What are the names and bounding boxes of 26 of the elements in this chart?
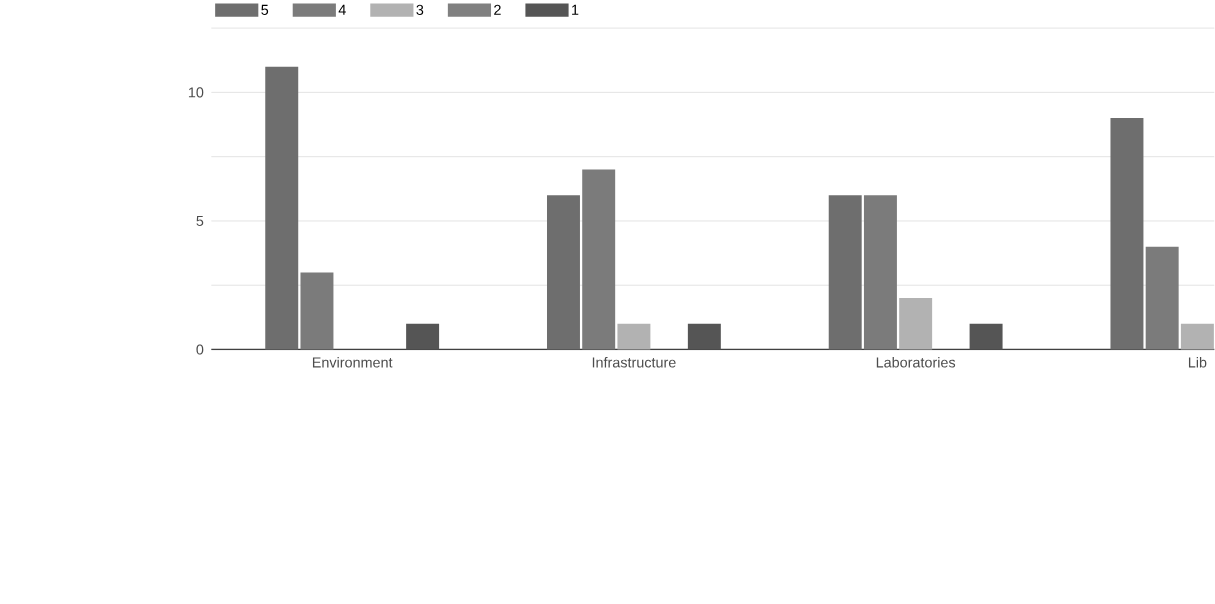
x-tick-label: Laboratories [876,356,956,368]
x-tick-label: Infrastructure [592,356,676,368]
legend-label: 2 [494,4,501,15]
bar [547,195,580,350]
legend-label: 1 [572,4,579,15]
bar [617,323,651,350]
bar [582,169,616,350]
y-tick-label: 5 [196,215,204,226]
bar [1110,118,1144,350]
bar [828,195,862,350]
y-tick-label: 10 [188,87,204,98]
bar [1145,246,1179,350]
y-tick-label: 0 [196,344,204,355]
bar [300,272,334,350]
bar [265,66,299,350]
legend-label: 5 [261,4,269,15]
bar [969,323,1003,350]
legend-label: 4 [338,4,346,15]
bar [1180,323,1214,350]
x-tick-label: Environment [312,356,393,368]
bar [899,298,933,350]
bar [863,195,897,350]
bar [406,323,440,350]
x-tick-label: Lib [1188,356,1207,368]
bar [687,323,721,350]
legend-label: 3 [416,4,424,15]
